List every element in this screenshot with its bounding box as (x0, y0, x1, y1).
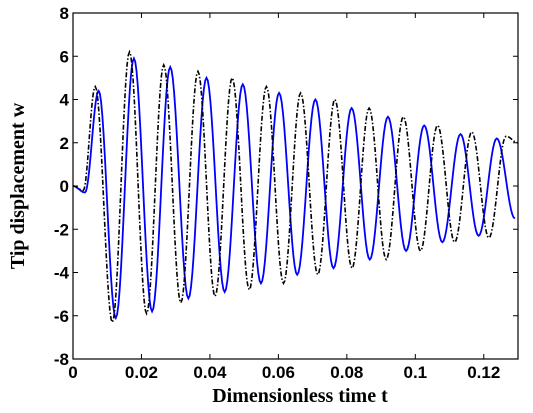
tick-labels: 0 0.02 0.04 0.06 0.08 0.1 0.12 -8 -6 -4 -2 0 2 4 6 8 (54, 4, 500, 382)
x-tick-label: 0 (68, 363, 77, 382)
x-tick-label: 0.02 (125, 363, 158, 382)
y-tick-label: 8 (60, 4, 69, 23)
y-tick-label: -4 (54, 264, 70, 283)
y-axis-label: Tip displacement w (7, 102, 29, 269)
x-tick-label: 0.06 (262, 363, 295, 382)
series-dashdot-line (72, 49, 519, 325)
y-tick-label: -6 (54, 307, 69, 326)
x-tick-label: 0.1 (403, 363, 427, 382)
y-tick-label: 4 (60, 91, 70, 110)
x-tick-label: 0.08 (330, 363, 363, 382)
y-tick-label: -8 (54, 350, 69, 369)
axis-ticks (72, 12, 518, 360)
y-tick-label: 0 (60, 177, 69, 196)
x-tick-label: 0.04 (193, 363, 227, 382)
plot-frame (72, 12, 519, 360)
x-axis-label: Dimensionless time t (212, 385, 388, 407)
x-tick-label: 0.12 (467, 363, 500, 382)
y-tick-label: 2 (60, 134, 69, 153)
y-tick-label: 6 (60, 47, 69, 66)
y-tick-label: -2 (54, 220, 69, 239)
plot-lines (72, 49, 519, 325)
series-solid-line (72, 56, 516, 321)
